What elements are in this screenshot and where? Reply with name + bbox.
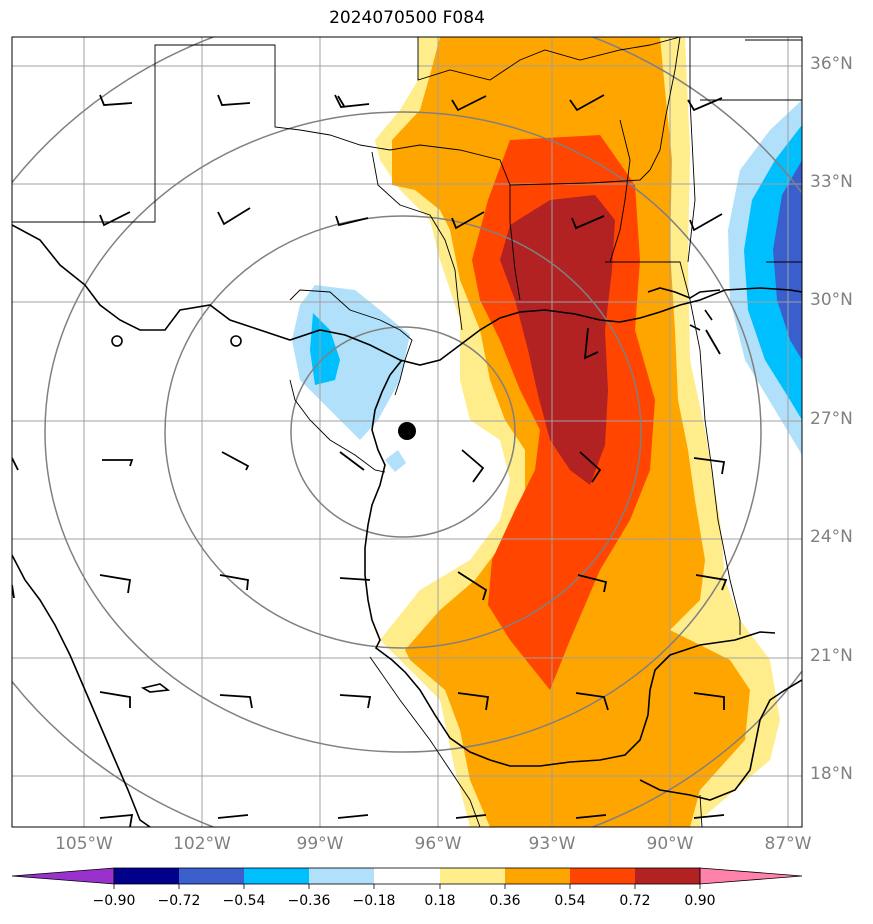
colorbar-tick-label: −0.72: [157, 893, 201, 909]
wind-barb: [693, 814, 725, 819]
wind-barb: [102, 459, 134, 467]
lat-label: 21°N: [810, 646, 853, 666]
colorbar-tick-label: 0.18: [424, 893, 456, 909]
colorbar-tick-label: −0.36: [287, 893, 331, 909]
range-rings: [12, 37, 802, 827]
gridlines: [12, 37, 802, 827]
political-borders: [12, 37, 802, 827]
wind-barb: [461, 449, 485, 483]
colorbar-bin: [570, 868, 635, 884]
wind-barb: [99, 94, 133, 106]
wind-barb: [457, 571, 488, 601]
wind-barb: [219, 694, 253, 709]
wind-barb: [217, 814, 249, 819]
lon-label: 87°W: [764, 834, 812, 854]
wind-barb: [451, 95, 487, 112]
wind-barb: [693, 457, 726, 475]
lon-label: 99°W: [296, 834, 344, 854]
coastlines: [12, 224, 802, 827]
wind-barb: [99, 691, 131, 708]
lat-label: 30°N: [810, 290, 853, 310]
wind-barb: [99, 574, 132, 594]
colorbar-bin: [114, 868, 179, 884]
range-ring-1: [290, 326, 516, 538]
wind-barb: [99, 813, 134, 827]
colorbar-frame: [113, 867, 701, 885]
lat-label: 36°N: [810, 54, 853, 74]
wind-barb: [217, 94, 251, 106]
wind-barbs: [12, 94, 728, 827]
lon-label: 93°W: [528, 834, 576, 854]
range-ring-3: [44, 111, 762, 753]
wind-barb: [334, 94, 370, 108]
wind-barb: [705, 329, 721, 355]
wind-barb: [695, 574, 728, 591]
colorbar-bin: [374, 868, 440, 884]
range-ring-2: [164, 215, 642, 649]
colorbar-extend-low: [11, 867, 115, 885]
lon-label: 102°W: [173, 834, 231, 854]
wind-barb: [457, 692, 490, 711]
wind-barb: [339, 451, 365, 471]
wind-barb: [583, 327, 599, 360]
colorbar-tick-label: −0.18: [352, 893, 396, 909]
colorbar-tick-label: 0.54: [554, 893, 586, 909]
colorbar-tick-label: 0.36: [489, 893, 521, 909]
colorbar-bin: [244, 868, 309, 884]
wind-barb: [217, 207, 251, 226]
colorbar-tick-label: 0.90: [684, 893, 716, 909]
wind-barb: [221, 451, 250, 471]
colorbar-bin: [309, 868, 374, 884]
lon-label: 90°W: [646, 834, 694, 854]
lon-label: 96°W: [414, 834, 462, 854]
colorbar-tick-label: 0.72: [619, 893, 651, 909]
colorbar-tick-label: −0.90: [92, 893, 136, 909]
wind-barb: [575, 692, 609, 711]
wind-barb: [335, 215, 369, 227]
wind-barb: [693, 692, 725, 710]
colorbar: [11, 867, 803, 889]
colorbar-extend-high: [699, 867, 803, 885]
lat-label: 24°N: [810, 527, 853, 547]
wind-barb: [455, 814, 487, 819]
contour-0.72-0.90: [500, 195, 615, 485]
colorbar-bin: [179, 868, 244, 884]
lat-label: 27°N: [810, 409, 853, 429]
lon-label: 105°W: [55, 834, 113, 854]
storm-center-marker: [398, 422, 416, 440]
wind-barb: [339, 694, 372, 709]
wind-barb: [579, 451, 602, 483]
lat-label: 18°N: [810, 764, 853, 784]
contour-neg-small: [385, 450, 406, 472]
colorbar-bin: [635, 868, 700, 884]
wind-barb: [12, 457, 19, 471]
wind-barb: [687, 97, 723, 112]
colorbar-tick-label: −0.54: [222, 893, 266, 909]
map-title: 2024070500 F084: [329, 8, 485, 28]
wind-barb: [577, 574, 608, 593]
wind-barb: [219, 574, 249, 591]
wind-barb: [451, 211, 485, 230]
wind-barb: [571, 215, 605, 230]
map-frame: [11, 36, 803, 828]
lat-label: 33°N: [810, 172, 853, 192]
wind-barb: [569, 94, 605, 112]
colorbar-bin: [440, 868, 505, 884]
wind-barb: [689, 213, 723, 232]
wind-barb: [99, 211, 131, 227]
wind-barb: [337, 814, 369, 819]
colorbar-bin: [505, 868, 570, 884]
wind-barb: [339, 577, 371, 581]
wind-barb: [575, 814, 607, 819]
